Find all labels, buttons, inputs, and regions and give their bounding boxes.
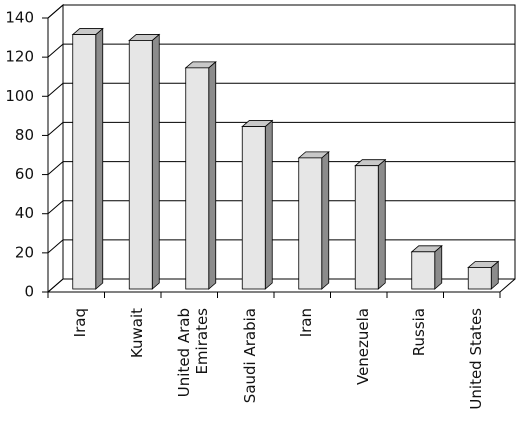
bar <box>298 157 323 290</box>
side-wall <box>47 3 64 294</box>
grid-line <box>47 4 515 19</box>
bar <box>128 40 153 290</box>
grid-line <box>47 200 515 215</box>
y-tick-label: 100 <box>5 87 34 105</box>
x-tick-label: Iraq <box>71 308 90 338</box>
y-tick-label: 60 <box>15 165 34 183</box>
bar-side <box>95 27 104 290</box>
bar <box>185 67 210 290</box>
y-tick-label: 80 <box>15 126 34 144</box>
bar-side <box>434 244 443 290</box>
x-tick-label: United States <box>466 308 485 410</box>
grid-line <box>47 161 515 175</box>
grid-line <box>47 239 515 254</box>
y-tick-label: 140 <box>5 9 34 27</box>
grid-line <box>47 278 515 293</box>
x-tick-label: Iran <box>297 308 316 338</box>
floor <box>48 278 516 293</box>
x-tick-label: Saudi Arabia <box>240 308 259 404</box>
y-tick-label: 40 <box>15 204 34 222</box>
grid-line <box>47 121 515 136</box>
x-tick-label: Kuwait <box>127 308 146 359</box>
x-tick-label: Venezuela <box>353 308 372 386</box>
x-tick-label: Russia <box>410 308 429 357</box>
bar-side <box>151 33 160 290</box>
bar <box>467 267 492 290</box>
grid-line <box>47 82 515 97</box>
bar <box>241 126 266 290</box>
y-tick-label: 120 <box>5 48 34 66</box>
y-tick-label: 20 <box>15 243 34 261</box>
bar-side <box>264 119 273 290</box>
bar-side <box>377 158 386 290</box>
bar <box>411 251 436 290</box>
y-tick-label: 0 <box>24 283 34 301</box>
bar-side <box>321 151 330 290</box>
bar <box>354 165 379 290</box>
x-tick-label: United Arab Emirates <box>175 308 212 398</box>
bar-side <box>208 60 217 290</box>
bar <box>72 34 97 290</box>
grid-line <box>47 43 515 58</box>
